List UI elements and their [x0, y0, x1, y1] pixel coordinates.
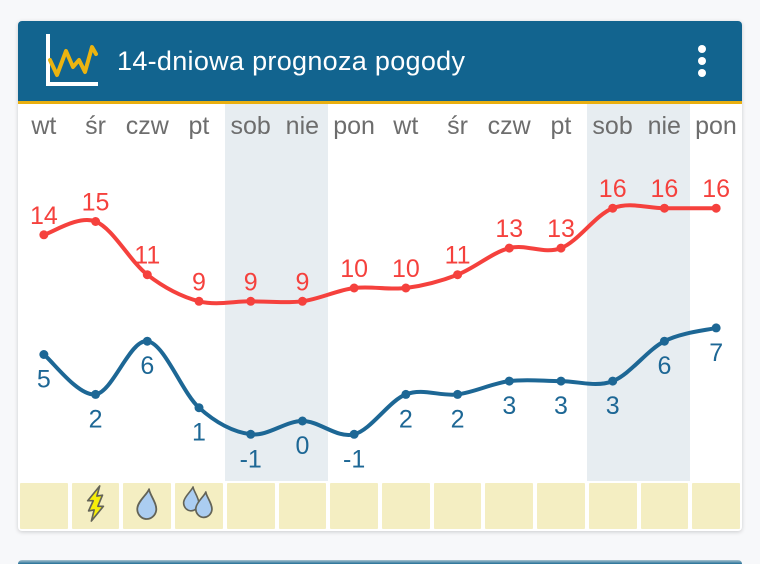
precip-cell [382, 483, 430, 529]
max-temperature-point [711, 203, 721, 213]
precip-cell [226, 483, 275, 529]
day-label: śr [447, 112, 468, 140]
max-temperature-value-label: 14 [30, 202, 58, 230]
max-temperature-value-label: 9 [192, 268, 206, 296]
min-temperature-value-label: 3 [554, 392, 568, 420]
day-label: pt [550, 112, 572, 140]
max-temperature-point [349, 283, 359, 293]
day-label: nie [647, 112, 681, 140]
precip-cell [330, 483, 379, 529]
min-temperature-point [194, 403, 204, 413]
precip-cell [588, 483, 637, 529]
max-temperature-value-label: 11 [445, 242, 471, 270]
day-label: śr [85, 112, 106, 140]
max-temperature-value-label: 10 [340, 255, 368, 283]
precip-cell [537, 483, 585, 529]
max-temperature-value-label: 10 [392, 255, 420, 283]
min-temperature-point [142, 336, 152, 346]
max-temperature-point [91, 217, 101, 226]
max-temperature-value-label: 13 [547, 215, 575, 243]
rain-drop-icon [134, 487, 161, 525]
day-label: czw [125, 112, 169, 140]
precip-cell [71, 483, 120, 529]
day-label: pt [188, 112, 210, 140]
min-temperature-value-label: 2 [399, 405, 413, 433]
kebab-menu-icon[interactable] [692, 39, 712, 83]
forecast-card: 14-dniowa prognoza pogody wt śr czw pt sob ni… [18, 21, 742, 531]
precip-cell [123, 483, 172, 529]
min-temperature-value-label: 5 [37, 366, 51, 394]
precip-cell [433, 483, 482, 529]
max-temperature-point [453, 270, 463, 280]
day-label: wt [393, 112, 419, 140]
min-temperature-point [349, 429, 359, 439]
max-temperature-point [142, 270, 152, 280]
next-card-top-edge [18, 560, 742, 564]
precip-cell [20, 483, 68, 529]
precip-cell [175, 483, 223, 529]
max-temperature-point [194, 296, 204, 306]
line-chart-icon [46, 34, 98, 86]
max-temperature-value-label: 13 [495, 215, 523, 243]
precip-cell [692, 483, 741, 529]
min-temperature-point [453, 389, 463, 399]
min-temperature-point [504, 376, 514, 386]
max-temperature-point [39, 230, 49, 240]
min-temperature-value-label: 7 [709, 339, 723, 367]
min-temperature-value-label: -1 [343, 445, 365, 473]
day-label: wt [31, 112, 57, 140]
min-temperature-point [401, 389, 411, 399]
max-temperature-value-label: 11 [134, 242, 160, 270]
page-title: 14-dniowa prognoza pogody [117, 45, 466, 76]
min-temperature-value-label: 1 [192, 419, 206, 447]
precip-cell [278, 483, 327, 529]
day-label: nie [285, 112, 320, 140]
max-temperature-value-label: 16 [702, 175, 730, 203]
day-label: pon [695, 112, 737, 140]
precipitation-row [18, 483, 742, 529]
min-temperature-value-label: 3 [502, 392, 516, 420]
precip-cell [485, 483, 534, 529]
max-temperature-value-label: 15 [82, 189, 110, 217]
weekend-band [586, 104, 691, 481]
storm-icon [84, 485, 108, 527]
min-temperature-value-label: 2 [89, 405, 103, 433]
max-temperature-point [504, 243, 514, 253]
min-temperature-value-label: 6 [140, 352, 154, 380]
forecast-card-header: 14-dniowa prognoza pogody [18, 21, 742, 104]
heavy-rain-icon [181, 485, 217, 527]
weekend-band [224, 104, 329, 481]
min-temperature-value-label: 2 [451, 405, 465, 433]
max-temperature-point [401, 283, 411, 293]
min-temperature-point [91, 389, 101, 399]
min-temperature-point [556, 376, 566, 386]
day-label: sob [592, 112, 633, 140]
min-temperature-point [39, 350, 49, 359]
day-label: czw [487, 112, 531, 140]
day-label: pon [333, 112, 375, 140]
max-temperature-point [556, 243, 566, 253]
precip-cell [640, 483, 689, 529]
day-labels-row: wt śr czw pt sob nie pon wt śr czw pt sob nie pon [18, 104, 742, 148]
day-label: sob [230, 112, 271, 140]
min-temperature-point [711, 323, 721, 333]
